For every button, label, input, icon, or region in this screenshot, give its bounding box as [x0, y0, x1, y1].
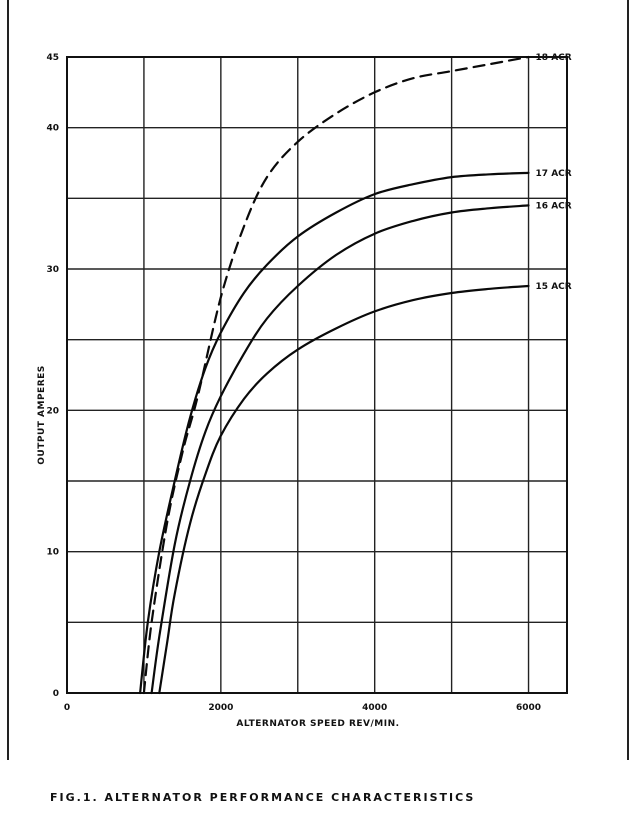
series-line-17-acr [139, 171, 530, 695]
x-tick-label: 2000 [208, 703, 233, 713]
series-label: 16 ACR [536, 201, 572, 211]
series-line-18-acr [142, 55, 530, 695]
y-tick-label: 20 [46, 406, 59, 416]
x-tick-label: 0 [64, 703, 70, 713]
x-tick-label: 4000 [362, 703, 387, 713]
figure-caption: FIG.1. ALTERNATOR PERFORMANCE CHARACTERI… [50, 791, 475, 804]
x-axis-title: ALTERNATOR SPEED REV/MIN. [236, 719, 399, 729]
series-labels: 18 ACR 17 ACR 16 ACR 15 ACR [536, 53, 572, 292]
series-label: 17 ACR [536, 169, 572, 179]
y-tick-label: 40 [46, 124, 59, 134]
series-line-15-acr [158, 284, 530, 695]
series-line-16-acr [150, 204, 530, 695]
series-lines [139, 55, 530, 695]
series-label: 18 ACR [536, 53, 572, 63]
y-tick-label: 45 [46, 53, 59, 63]
y-axis-title: OUTPUT AMPERES [37, 365, 47, 465]
tick-labels: 0 2000 4000 6000 0 10 20 30 40 45 [46, 53, 541, 713]
plot-frame [66, 56, 568, 694]
y-tick-label: 30 [46, 265, 59, 275]
series-label: 15 ACR [536, 282, 572, 292]
y-tick-label: 10 [46, 548, 59, 558]
x-tick-label: 6000 [516, 703, 541, 713]
y-tick-label: 0 [53, 689, 59, 699]
